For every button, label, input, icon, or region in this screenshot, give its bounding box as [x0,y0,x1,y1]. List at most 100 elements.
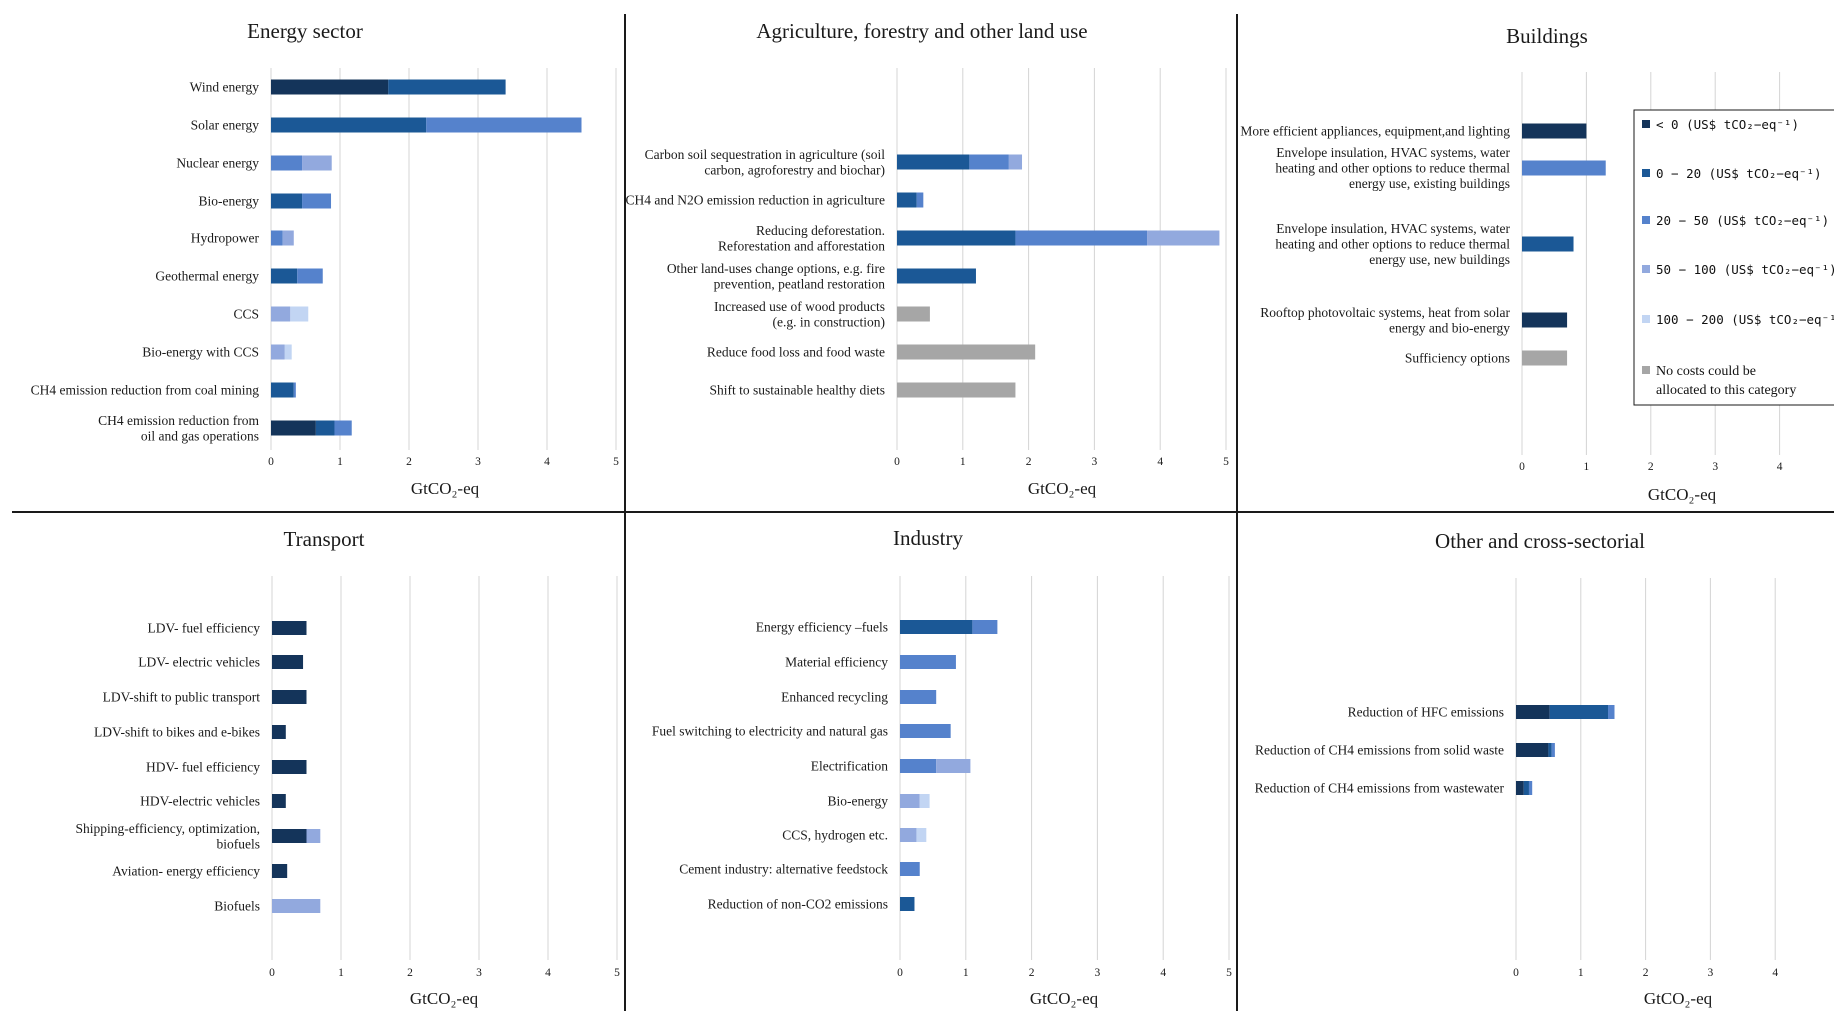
category-label: Shipping-efficiency, optimization, biofue… [76,821,260,852]
bar-segment-c_20_50 [1015,230,1148,246]
bar-segment-c_0_20 [271,117,427,133]
x-tick-label: 5 [614,967,620,979]
x-tick-label: 1 [1578,967,1584,979]
category-label: Nuclear energy [176,156,259,171]
category-label: Reducing deforestation. Reforestation and… [718,223,885,254]
bar-row-envelope-insulation-hvac-systems-water-h: Envelope insulation, HVAC systems, water… [1275,221,1574,267]
bar-segment-c_20_50 [271,230,283,246]
bar-row-other-land-uses-change-options-e-g-fire-: Other land-uses change options, e.g. fir… [667,261,976,291]
legend-item-na: No costs could be allocated to this categ… [1642,364,1796,398]
category-label: Reduction of HFC emissions [1348,705,1504,720]
bar-segment-c_0_20 [1522,236,1574,252]
category-label: CH4 and N2O emission reduction in agricu… [626,193,885,208]
panel-title: Buildings [1506,24,1588,48]
legend-label: 20 − 50 (US$ tCO₂−eq⁻¹) [1656,213,1829,228]
bar-segment-c_20_50 [900,759,937,773]
panel-dividers [12,14,1834,1011]
bar-segment-c_100_200 [916,828,927,842]
bar-row-hydropower: Hydropower [191,230,294,246]
x-tick-label: 1 [963,967,969,979]
category-label: Increased use of wood products (e.g. in c… [714,299,885,330]
bar-segment-c_50_100 [282,230,294,246]
bar-segment-na [1522,350,1568,366]
x-tick-label: 2 [406,456,412,468]
category-label: HDV-electric vehicles [140,794,260,809]
category-label: Cement industry: alternative feedstock [679,862,888,877]
bar-row-reduce-food-loss-and-food-waste: Reduce food loss and food waste [707,344,1036,360]
bar-row-ldv-electric-vehicles: LDV- electric vehicles [138,655,304,670]
x-tick-label: 4 [1772,967,1778,979]
bar-segment-c_lt0 [272,725,286,739]
bar-row-geothermal-energy: Geothermal energy [155,268,323,284]
bar-row-reducing-deforestation-reforestation-and: Reducing deforestation. Reforestation and… [718,223,1220,254]
bar-segment-c_lt0 [1522,312,1568,328]
bar-segment-c_0_20 [271,382,294,398]
bar-segment-c_0_20 [388,79,506,95]
bar-row-bio-energy: Bio-energy [828,794,930,809]
bar-segment-c_lt0 [272,621,307,635]
x-tick-label: 4 [1157,456,1163,468]
bar-row-ch4-and-n2o-emission-reduction-in-agricu: CH4 and N2O emission reduction in agricu… [626,192,924,208]
bar-segment-c_lt0 [272,794,286,808]
x-tick-label: 4 [544,456,550,468]
bar-segment-c_20_50 [297,268,323,284]
bar-segment-c_50_100 [936,759,971,773]
x-tick-label: 3 [476,967,482,979]
category-label: Bio-energy [199,194,260,209]
x-tick-label: 3 [475,456,481,468]
bar-row-reduction-of-ch4-emissions-from-wastewat: Reduction of CH4 emissions from wastewat… [1255,781,1533,796]
panel-transport: Transport 0 1 2 3 4 5 GtCO₂-eq LDV- fuel efficie… [76,527,621,1008]
bar-segment-c_50_100 [1008,154,1023,170]
bar-segment-c_lt0 [272,829,307,843]
legend-swatch [1642,120,1650,128]
bar-segment-c_100_200 [284,344,292,360]
x-tick-label: 5 [1226,967,1232,979]
x-tick-label: 0 [268,456,274,468]
panel-agriculture-forestry-and-other-land-use: Agriculture, forestry and other land use… [626,19,1230,498]
legend-item-c_20_50: 20 − 50 (US$ tCO₂−eq⁻¹) [1642,213,1829,228]
x-tick-label: 0 [897,967,903,979]
bar-segment-c_20_50 [271,155,303,171]
bar-segment-c_50_100 [900,794,920,808]
bar-segment-c_50_100 [306,829,321,843]
bar-segment-c_100_200 [919,794,930,808]
bar-row-bio-energy-with-ccs: Bio-energy with CCS [142,344,292,360]
bar-segment-c_lt0 [271,79,389,95]
bar-segment-na [897,344,1036,360]
category-label: Shift to sustainable healthy diets [710,383,885,398]
category-label: Material efficiency [785,655,888,670]
x-tick-label: 1 [960,456,966,468]
category-label: More efficient appliances, equipment,and… [1240,124,1510,139]
category-label: Hydropower [191,231,260,246]
bar-segment-c_50_100 [271,344,285,360]
x-tick-label: 1 [337,456,343,468]
bar-segment-c_lt0 [272,690,307,704]
bar-segment-c_lt0 [1516,781,1524,795]
bar-segment-c_lt0 [271,420,316,436]
bar-segment-c_20_50 [426,117,582,133]
category-label: LDV-shift to public transport [103,690,261,705]
category-label: HDV- fuel efficiency [146,760,260,775]
bar-segment-c_20_50 [900,655,956,669]
bar-segment-c_20_50 [1528,781,1533,795]
x-axis-title: GtCO₂-eq [1028,479,1097,498]
category-label: Solar energy [191,118,260,133]
legend-swatch [1642,216,1650,224]
bar-segment-c_20_50 [293,382,296,398]
bar-segment-c_0_20 [900,620,973,634]
category-label: CH4 emission reduction from oil and gas o… [98,413,259,444]
bar-row-bio-energy: Bio-energy [199,193,332,209]
bar-row-shift-to-sustainable-healthy-diets: Shift to sustainable healthy diets [710,382,1016,398]
bar-segment-c_50_100 [272,899,321,913]
panel-title: Industry [893,526,963,550]
bar-row-hdv-electric-vehicles: HDV-electric vehicles [140,794,286,809]
x-axis-title: GtCO₂-eq [1030,989,1099,1008]
bar-segment-c_0_20 [897,154,970,170]
bar-row-increased-use-of-wood-products-e-g-in-co: Increased use of wood products (e.g. in c… [714,299,930,330]
bar-segment-c_20_50 [334,420,352,436]
bar-segment-c_lt0 [1516,705,1550,719]
x-tick-label: 1 [1584,461,1590,473]
category-label: Reduction of CH4 emissions from wastewat… [1255,781,1505,796]
bar-row-rooftop-photovoltaic-systems-heat-from-s: Rooftop photovoltaic systems, heat from … [1260,305,1568,335]
